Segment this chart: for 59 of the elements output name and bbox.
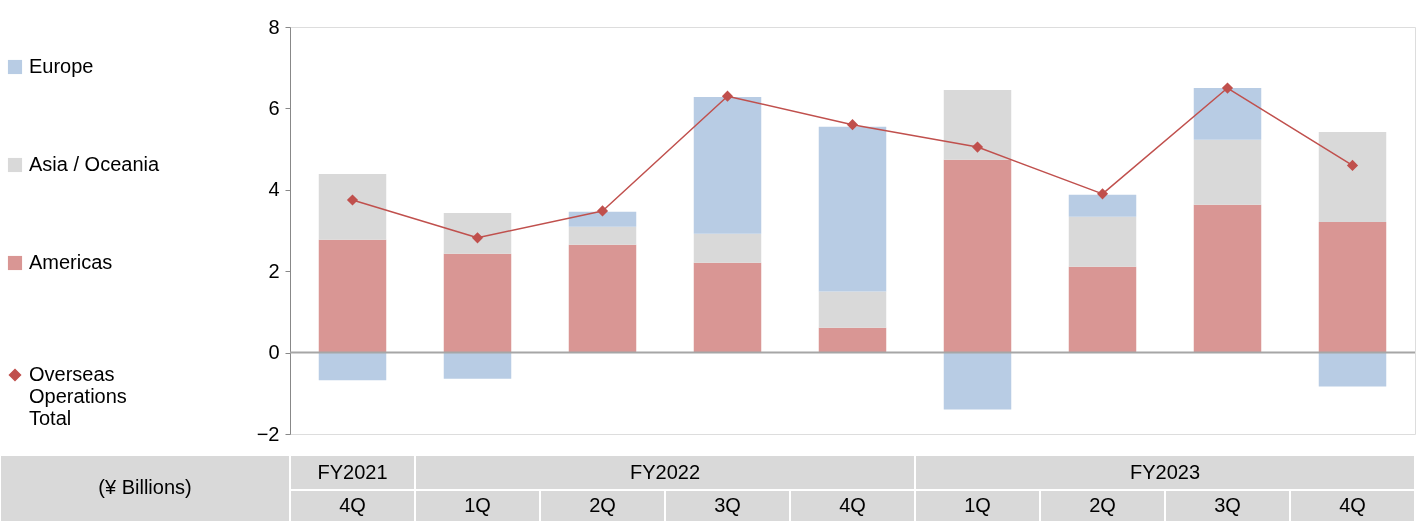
y-tick-label: 6: [268, 96, 280, 119]
y-tick-label: 8: [268, 15, 280, 38]
bar: [818, 126, 887, 292]
point: [722, 91, 733, 102]
bar: [1318, 221, 1387, 353]
x-tick-label: 4Q: [339, 494, 366, 516]
point: [1347, 160, 1358, 171]
point: [972, 141, 983, 153]
text: (¥ Billions): [98, 476, 192, 498]
point: [1097, 188, 1108, 200]
legend-label: Overseas Operations Total: [29, 363, 127, 429]
x-tick-label: 2Q: [1089, 494, 1116, 516]
y-tick-label: 2: [268, 259, 280, 282]
bar: [693, 262, 762, 353]
point: [472, 232, 483, 244]
x-tick-label: 2Q: [589, 494, 616, 516]
bar: [1193, 88, 1262, 140]
legend-label: Europe: [29, 55, 94, 77]
bar: [1068, 266, 1137, 353]
text: FY2021: [317, 460, 388, 483]
x-tick-label: 3Q: [714, 494, 741, 516]
bar: [1068, 194, 1137, 217]
bar: [943, 159, 1012, 353]
x-tick-label: 1Q: [464, 494, 491, 516]
bar: [443, 352, 512, 379]
bar: [818, 327, 887, 353]
point: [1222, 82, 1233, 94]
bar: [943, 90, 1012, 160]
bar: [443, 253, 512, 353]
text: FY2023: [1129, 460, 1201, 483]
bar: [318, 173, 387, 240]
bar: [1318, 132, 1387, 222]
bar: [943, 352, 1012, 410]
bar: [1318, 352, 1387, 387]
bar: [1193, 139, 1262, 205]
text: FY2022: [629, 460, 701, 483]
y-tick-label: −2: [256, 422, 280, 445]
bar: [318, 239, 387, 353]
legend-label: Asia / Oceania: [29, 153, 160, 175]
x-tick-label: 4Q: [1339, 494, 1366, 516]
legend-label: Americas: [29, 251, 113, 273]
x-tick-label: 4Q: [839, 494, 866, 516]
point: [347, 194, 358, 206]
bar: [318, 352, 387, 381]
bar: [568, 211, 637, 227]
bar: [1068, 216, 1137, 267]
bar: [693, 97, 762, 234]
bar: [1193, 204, 1262, 353]
point: [597, 205, 608, 217]
bar: [443, 213, 512, 254]
bar: [818, 291, 887, 328]
y-tick-label: 4: [268, 178, 280, 201]
point: [847, 119, 858, 130]
y-tick-label: 0: [268, 341, 280, 364]
bar: [568, 226, 637, 245]
x-tick-label: 3Q: [1214, 494, 1241, 516]
bar: [568, 244, 637, 353]
bar: [693, 233, 762, 263]
x-tick-label: 1Q: [964, 494, 991, 516]
